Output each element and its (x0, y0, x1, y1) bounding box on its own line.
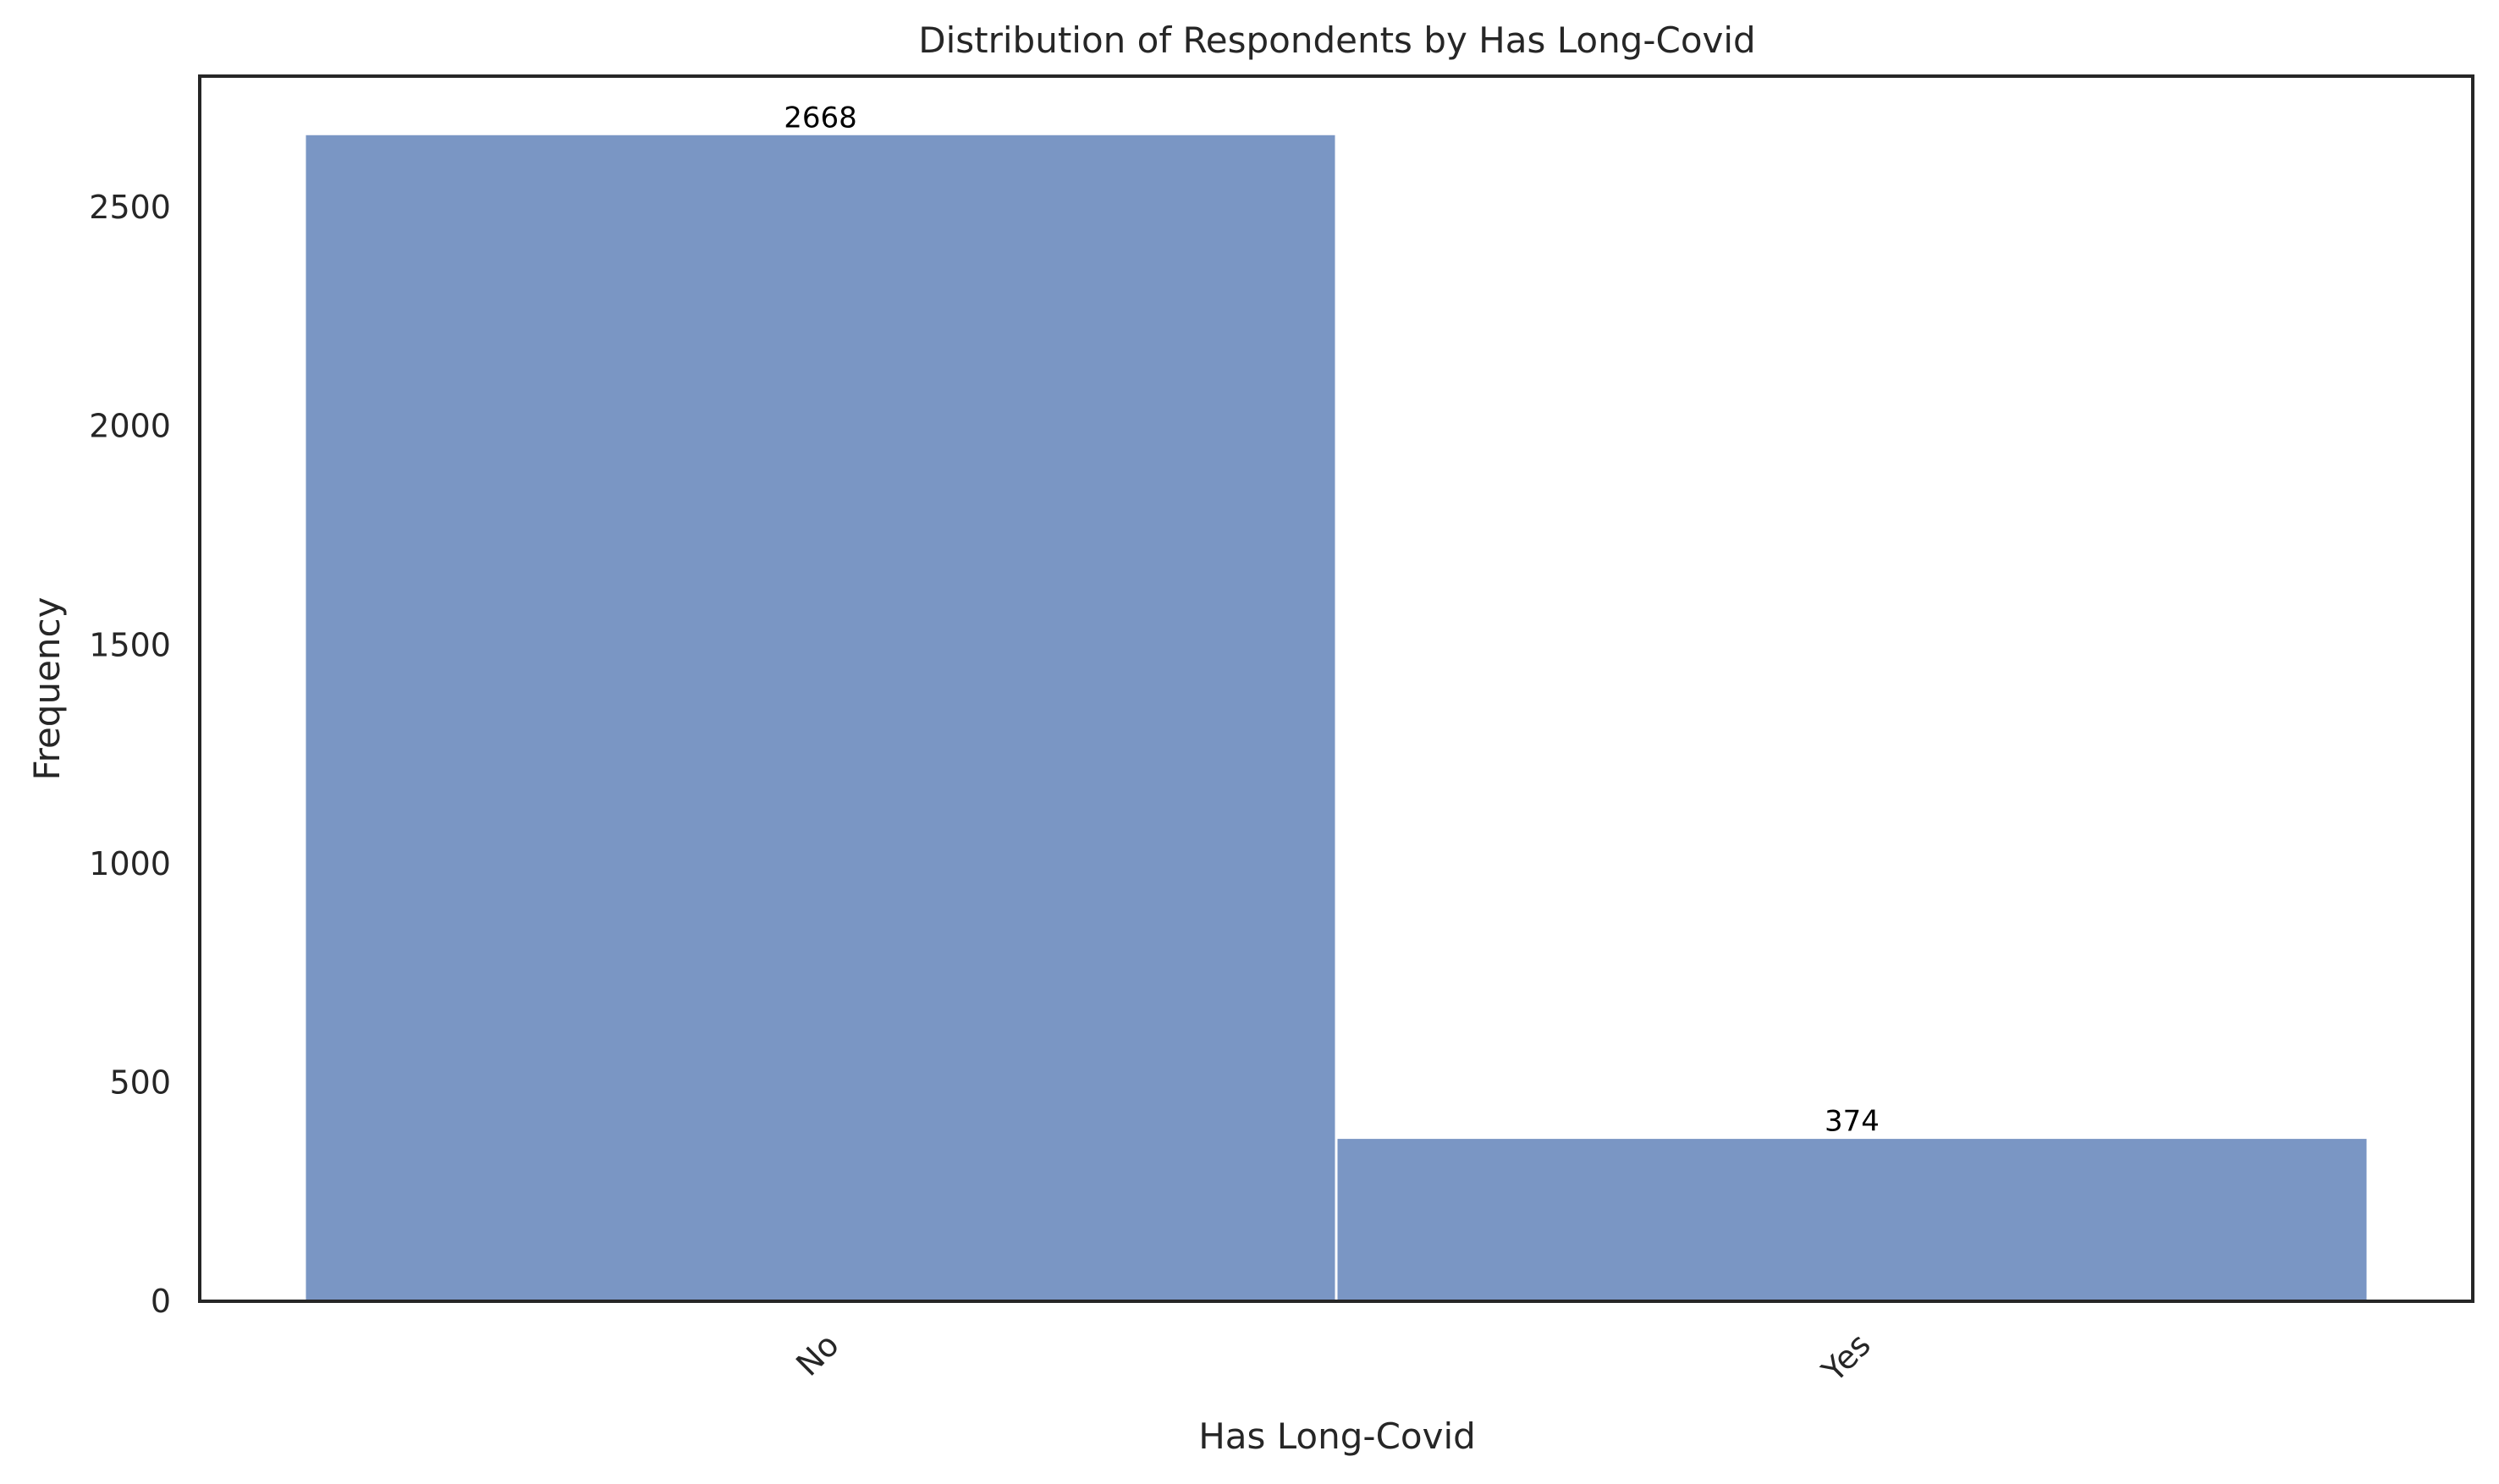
data-label-no: 2668 (784, 101, 857, 135)
data-label-yes: 374 (1825, 1105, 1880, 1139)
bar-no (303, 132, 1338, 1303)
y-tick-label-1000: 1000 (89, 845, 171, 882)
y-tick-label-2500: 2500 (89, 189, 171, 226)
y-tick-label-1500: 1500 (89, 626, 171, 663)
y-axis-ticks: 0 500 1000 1500 2000 2500 (89, 189, 171, 1320)
y-tick-label-0: 0 (151, 1283, 171, 1320)
y-tick-label-2000: 2000 (89, 408, 171, 445)
y-tick-label-500: 500 (109, 1064, 171, 1101)
bar-yes (1335, 1136, 2370, 1303)
plot-area: 2668 374 (303, 101, 2370, 1303)
y-axis-label: Frequency (26, 597, 68, 781)
x-axis-label: Has Long-Covid (1198, 1415, 1476, 1457)
plot-frame (198, 74, 2474, 1303)
chart-title: Distribution of Respondents by Has Long-… (918, 19, 1755, 61)
